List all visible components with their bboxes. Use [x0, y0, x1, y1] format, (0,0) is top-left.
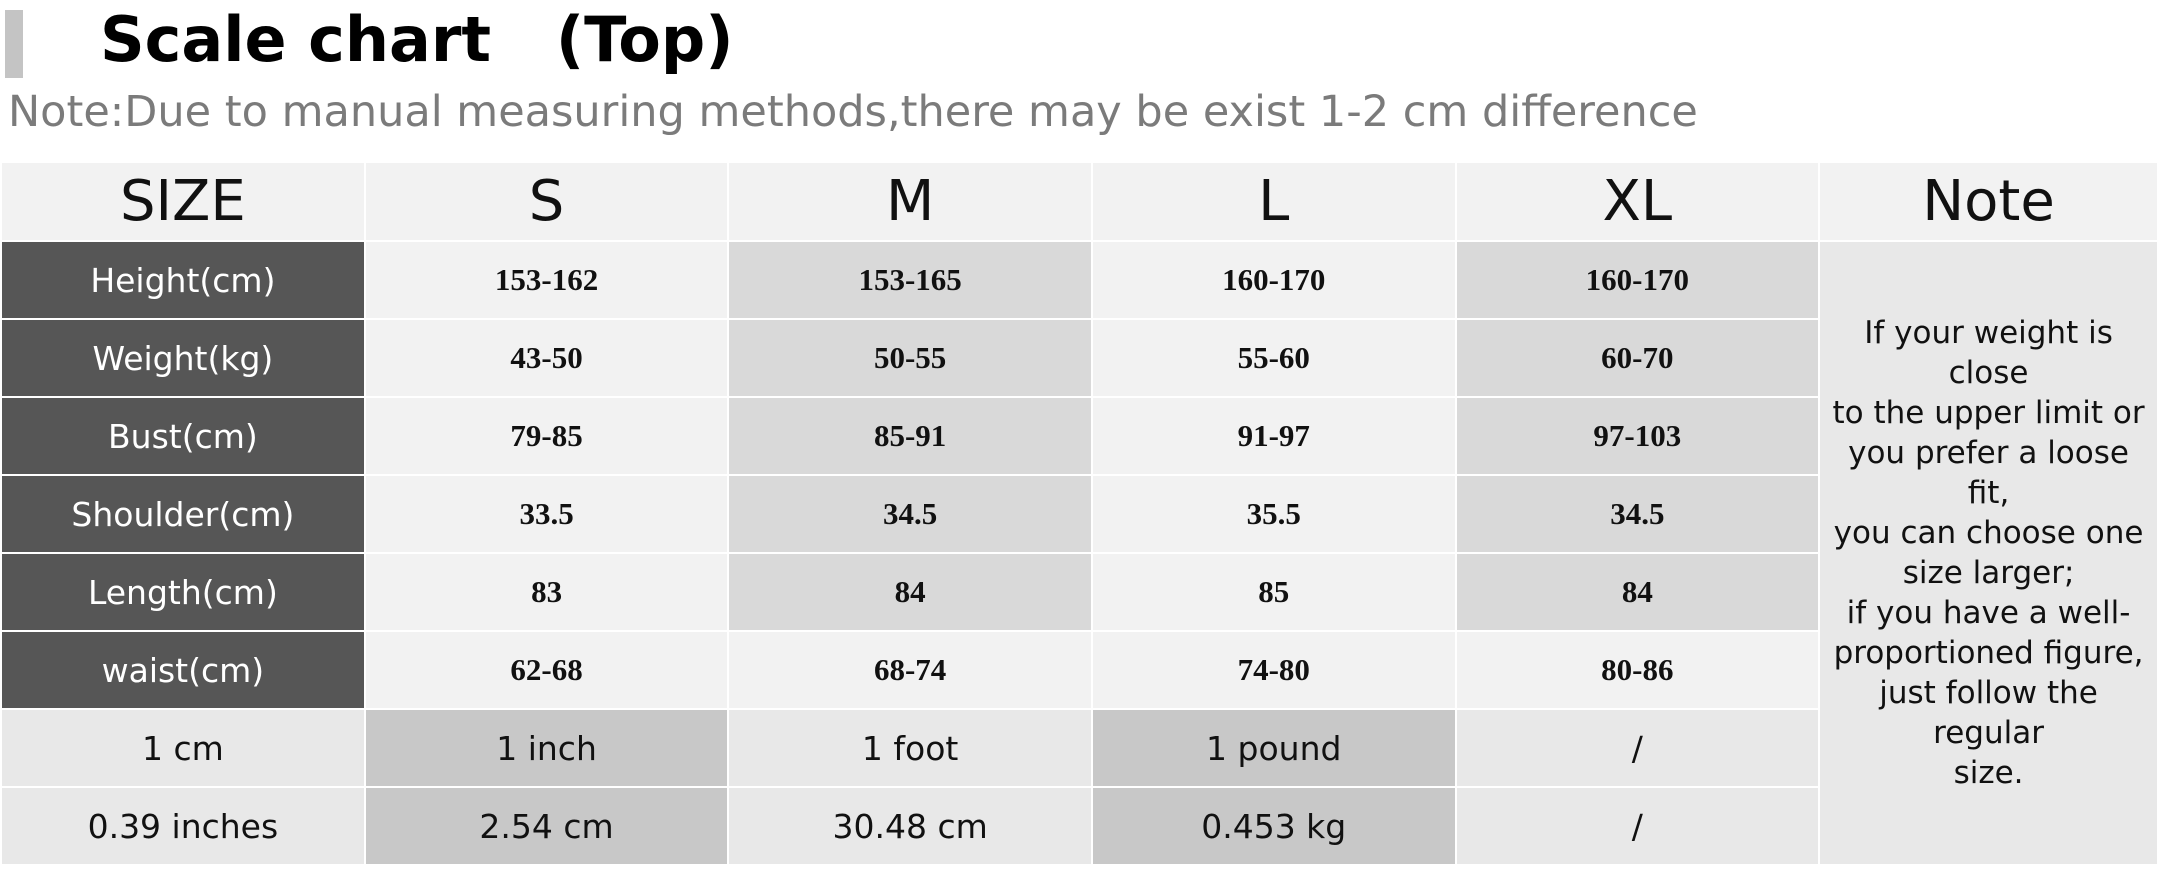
conversion-cell: 1 inch [363, 708, 730, 788]
cell-value: 35.5 [1090, 474, 1457, 554]
cell-value: 80-86 [1454, 630, 1821, 710]
note-line: size larger; [1902, 555, 2075, 591]
conversion-cell: 1 cm [0, 708, 366, 788]
conversion-cell: 0.453 kg [1090, 786, 1457, 866]
row-label: Weight(kg) [0, 318, 366, 398]
cell-value: 79-85 [363, 396, 730, 476]
conversion-cell: 30.48 cm [727, 786, 1093, 866]
header-size: SIZE [0, 161, 366, 242]
note-line: proportioned figure, [1833, 635, 2144, 671]
note-line: you prefer a loose fit, [1848, 435, 2129, 511]
cell-value: 84 [1454, 552, 1821, 632]
cell-value: 97-103 [1454, 396, 1821, 476]
header-xl: XL [1454, 161, 1821, 242]
note-line: size. [1953, 755, 2024, 791]
cell-value: 160-170 [1090, 240, 1457, 320]
row-label: Shoulder(cm) [0, 474, 366, 554]
table-row-length: Length(cm) 83 84 85 84 [0, 552, 2158, 632]
size-chart-table: SIZE S M L XL Note Height(cm) 153-162 15… [0, 161, 2159, 866]
cell-value: 160-170 [1454, 240, 1821, 320]
note-line: just follow the regular [1879, 675, 2098, 751]
table-header-row: SIZE S M L XL Note [0, 161, 2159, 242]
measurement-note: Note:Due to manual measuring methods,the… [8, 87, 1698, 137]
cell-value: 43-50 [363, 318, 730, 398]
cell-value: 83 [363, 552, 730, 632]
row-label: Bust(cm) [0, 396, 366, 476]
cell-value: 153-165 [727, 240, 1093, 320]
conversion-cell: 1 pound [1090, 708, 1457, 788]
note-line: to the upper limit or [1832, 395, 2145, 431]
conversion-row-units: 1 cm 1 inch 1 foot 1 pound / [0, 708, 2158, 788]
cell-value: 50-55 [727, 318, 1093, 398]
conversion-cell: 2.54 cm [363, 786, 730, 866]
conversion-row-equivalents: 0.39 inches 2.54 cm 30.48 cm 0.453 kg / [0, 786, 2158, 866]
title-accent-bar [5, 10, 23, 78]
table-row-bust: Bust(cm) 79-85 85-91 91-97 97-103 [0, 396, 2158, 476]
cell-value: 62-68 [363, 630, 730, 710]
cell-value: 74-80 [1090, 630, 1457, 710]
note-line: if you have a well- [1846, 595, 2131, 631]
row-label: Height(cm) [0, 240, 366, 320]
header-s: S [363, 161, 730, 242]
conversion-cell: / [1454, 708, 1821, 788]
cell-value: 153-162 [363, 240, 730, 320]
row-label: Length(cm) [0, 552, 366, 632]
row-label: waist(cm) [0, 630, 366, 710]
cell-value: 34.5 [727, 474, 1093, 554]
header-m: M [727, 161, 1093, 242]
conversion-cell: 1 foot [727, 708, 1093, 788]
cell-value: 55-60 [1090, 318, 1457, 398]
cell-value: 84 [727, 552, 1093, 632]
table-row-waist: waist(cm) 62-68 68-74 74-80 80-86 [0, 630, 2158, 710]
cell-value: 91-97 [1090, 396, 1457, 476]
cell-value: 33.5 [363, 474, 730, 554]
cell-value: 60-70 [1454, 318, 1821, 398]
cell-value: 68-74 [727, 630, 1093, 710]
page-title: Scale chart (Top) [100, 3, 734, 76]
conversion-cell: 0.39 inches [0, 786, 366, 866]
fit-advice-note: If your weight is close to the upper lim… [1818, 240, 2159, 866]
cell-value: 85 [1090, 552, 1457, 632]
cell-value: 34.5 [1454, 474, 1821, 554]
note-line: If your weight is close [1864, 315, 2113, 391]
note-line: you can choose one [1833, 515, 2144, 551]
header-note: Note [1818, 161, 2159, 242]
table-row-shoulder: Shoulder(cm) 33.5 34.5 35.5 34.5 [0, 474, 2158, 554]
conversion-cell: / [1454, 786, 1821, 866]
cell-value: 85-91 [727, 396, 1093, 476]
table-row-weight: Weight(kg) 43-50 50-55 55-60 60-70 [0, 318, 2158, 398]
table-row-height: Height(cm) 153-162 153-165 160-170 160-1… [0, 240, 2159, 866]
header-l: L [1090, 161, 1457, 242]
